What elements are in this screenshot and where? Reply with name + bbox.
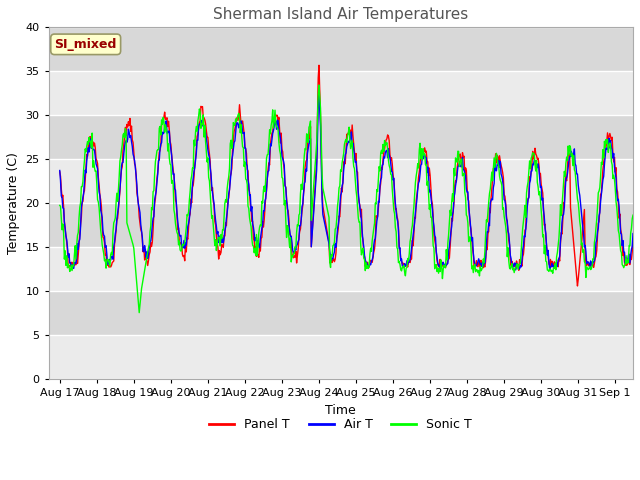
Sonic T [56,203,63,208]
Sonic T [629,212,637,218]
Sonic T [315,82,323,88]
Line: Air T: Air T [60,96,633,271]
Bar [49,159,633,203]
Text: SI_mixed: SI_mixed [54,38,117,51]
Air T [136,210,144,216]
Bar [49,115,633,159]
Sonic T [468,263,476,269]
Air T [629,231,637,237]
Sonic T [324,207,332,213]
Air T [436,268,444,274]
Line: Panel T: Panel T [60,65,633,286]
Air T [56,168,63,173]
Air T [315,93,323,98]
Legend: Panel T, Air T, Sonic T: Panel T, Air T, Sonic T [204,413,477,436]
Bar [49,291,633,335]
Panel T [56,169,63,175]
Panel T [301,184,308,190]
Bar [49,71,633,115]
Line: Sonic T: Sonic T [60,85,633,312]
Air T [483,241,490,247]
Bar [49,27,633,71]
Panel T [323,226,330,232]
Y-axis label: Temperature (C): Temperature (C) [7,152,20,254]
Title: Sherman Island Air Temperatures: Sherman Island Air Temperatures [213,7,468,22]
Panel T [482,258,490,264]
Panel T [573,283,581,289]
Air T [301,180,308,186]
Sonic T [136,310,143,315]
Panel T [629,237,637,243]
Bar [49,203,633,247]
Sonic T [137,292,145,298]
Sonic T [58,227,66,233]
Bar [49,335,633,379]
Air T [58,195,66,201]
Panel T [136,220,144,226]
Sonic T [301,145,309,151]
Panel T [58,194,66,200]
Sonic T [483,217,490,223]
Bar [49,247,633,291]
X-axis label: Time: Time [326,404,356,417]
Panel T [315,62,323,68]
Air T [468,235,476,240]
Panel T [468,236,476,242]
Air T [323,230,330,236]
